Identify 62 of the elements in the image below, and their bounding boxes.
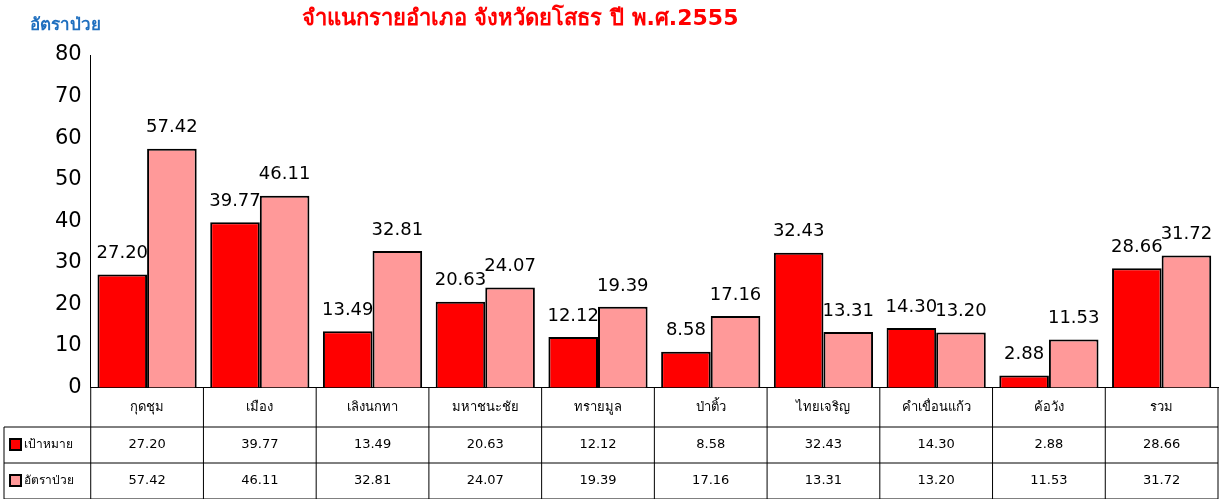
x-tick-label: เลิงนกทา	[347, 398, 399, 414]
data-label: 32.43	[804, 436, 843, 452]
text: 28.66	[1111, 234, 1163, 256]
x-tick-label: ป่าติ้ว	[695, 396, 726, 414]
text: 46.11	[258, 162, 311, 184]
data-label: 13.49	[353, 436, 392, 452]
data-label: 13.31	[804, 472, 843, 488]
data-label: 28.66	[1143, 436, 1181, 452]
text: 27.20	[96, 241, 149, 263]
data-label: 39.77	[241, 436, 279, 452]
data-label: 13.20	[917, 472, 955, 488]
legend-label: เป้าหมาย	[24, 437, 73, 452]
x-tick-label: มหาชนะชัย	[451, 398, 519, 414]
data-label: 11.53	[1030, 472, 1068, 488]
text: 2.88	[1004, 342, 1045, 364]
text: 32.43	[772, 219, 825, 241]
data-label: 24.07	[466, 472, 504, 488]
data-label: 46.11	[241, 472, 279, 488]
text: 32.81	[371, 217, 424, 239]
text: 13.49	[321, 298, 374, 320]
y-tick-label: 50	[54, 166, 82, 191]
x-tick-label: ทรายมูล	[574, 398, 622, 415]
text: 31.72	[1160, 222, 1213, 244]
y-tick-label: 70	[54, 83, 82, 107]
text: 24.07	[484, 254, 536, 276]
y-tick-label: 40	[54, 207, 82, 232]
y-tick-label: 60	[54, 124, 82, 149]
text: 14.30	[885, 294, 938, 316]
x-tick-label: กุดชุม	[130, 398, 165, 415]
y-tick-label: 80	[54, 41, 82, 66]
data-label: 2.88	[1034, 436, 1064, 452]
text: 57.42	[146, 115, 198, 137]
text: 11.53	[1047, 306, 1100, 328]
data-label: 14.30	[917, 436, 955, 452]
text: 12.12	[547, 303, 599, 325]
data-label: 12.12	[579, 436, 617, 452]
data-label: 17.16	[692, 472, 730, 488]
data-label: 8.58	[696, 436, 726, 452]
y-tick-label: 10	[54, 332, 82, 357]
data-label: 19.39	[579, 472, 617, 488]
y-tick-label: 30	[54, 249, 82, 274]
y-tick-label: 0	[68, 373, 82, 398]
chart-title: จำแนกรายอำเภอ จังหวัดยโสธร ปี พ.ศ.2555	[300, 3, 740, 32]
x-tick-label: ไทยเจริญ	[795, 398, 851, 414]
x-tick-label: ค้อวัง	[1033, 398, 1064, 414]
data-label: 32.81	[353, 472, 392, 488]
x-tick-label: คำเขื่อนแก้ว	[901, 397, 971, 414]
data-label: 20.63	[466, 436, 504, 452]
data-label: 31.72	[1143, 472, 1181, 488]
text: 39.77	[209, 188, 261, 210]
data-label: 27.20	[128, 436, 166, 452]
text: 13.20	[935, 299, 987, 321]
legend-label: อัตราป่วย	[24, 473, 74, 488]
text: 8.58	[665, 318, 706, 340]
text: 17.16	[709, 282, 762, 304]
data-label: 57.42	[128, 472, 166, 488]
x-tick-label: เมือง	[246, 398, 274, 414]
text: 13.31	[822, 298, 875, 320]
text: 19.39	[597, 273, 649, 295]
x-tick-label: รวม	[1150, 398, 1174, 414]
y-tick-label: 20	[54, 290, 82, 315]
y-axis-title: อัตราป่วย	[30, 13, 101, 36]
